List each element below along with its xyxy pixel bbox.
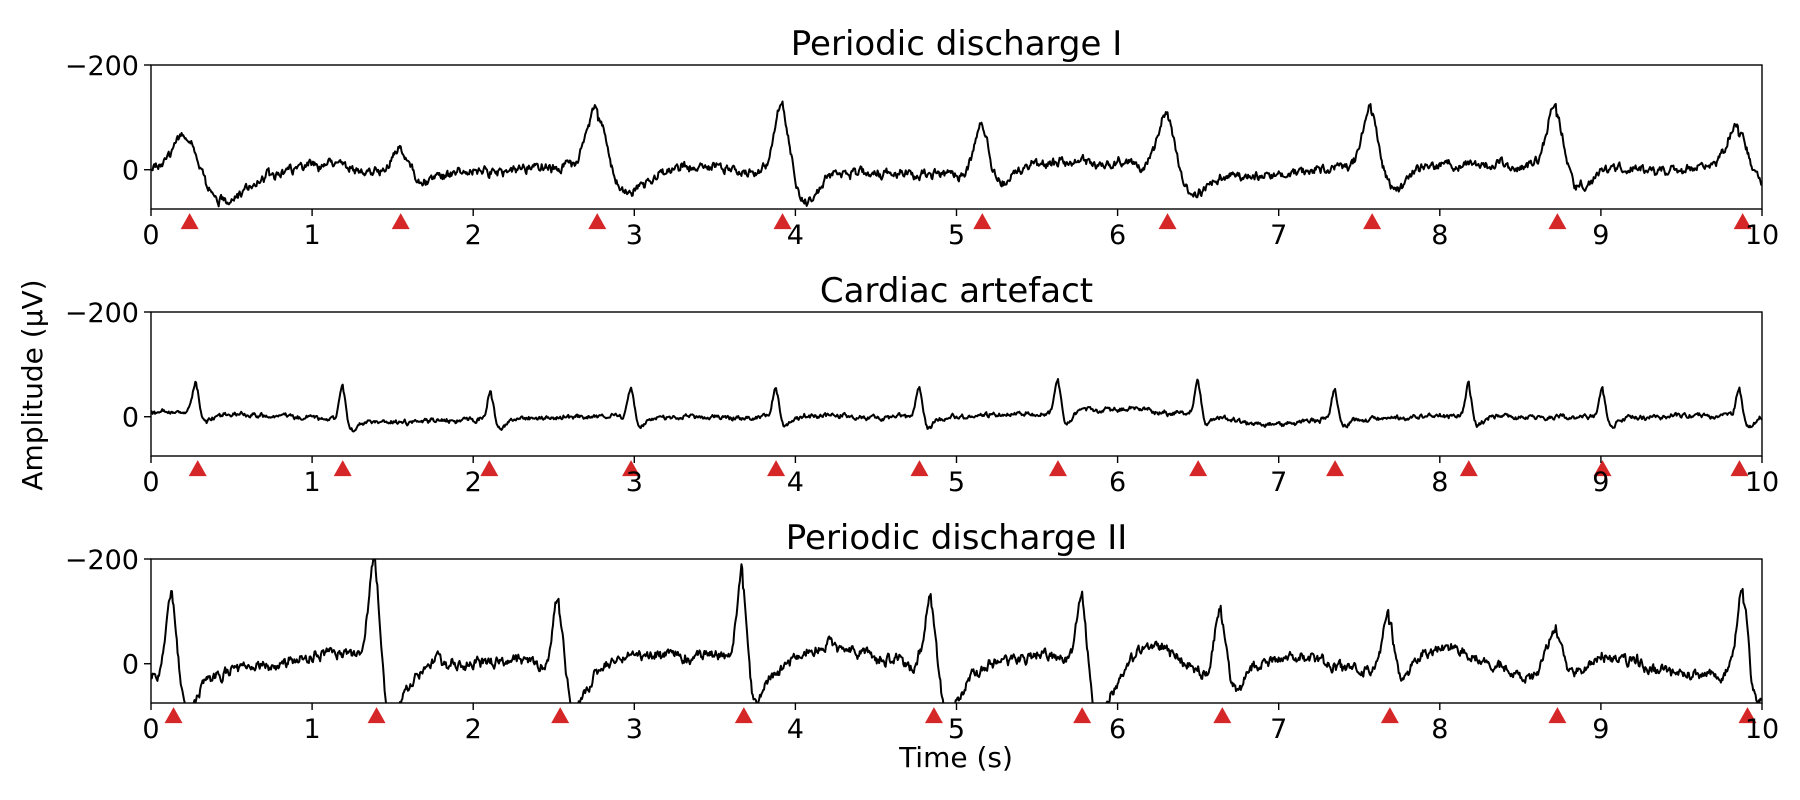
x-tick-label: 5 bbox=[948, 714, 965, 745]
y-tick-label: 0 bbox=[122, 156, 139, 187]
event-marker bbox=[1738, 707, 1757, 724]
event-marker bbox=[1459, 460, 1478, 477]
event-marker bbox=[480, 460, 499, 477]
event-marker bbox=[1189, 460, 1208, 477]
panel-2: Cardiac artefact 0 1 2 3 4 5 6 7 8 9 10 −200 0 bbox=[65, 271, 1779, 498]
event-marker bbox=[910, 460, 929, 477]
event-marker bbox=[734, 707, 753, 724]
event-marker bbox=[367, 707, 386, 724]
x-tick-label: 9 bbox=[1592, 220, 1609, 251]
x-tick-label: 6 bbox=[1109, 714, 1126, 745]
event-marker bbox=[622, 460, 641, 477]
x-tick-label: 2 bbox=[465, 467, 482, 498]
event-marker bbox=[1213, 707, 1232, 724]
event-marker bbox=[1733, 213, 1752, 230]
event-marker bbox=[773, 213, 792, 230]
x-tick-label: 3 bbox=[626, 220, 643, 251]
panels: Periodic discharge I0 1 2 3 4 5 6 7 8 9 10−2000Car… bbox=[65, 24, 1779, 745]
event-marker bbox=[924, 707, 943, 724]
panel-3: Periodic discharge II 0 1 2 3 4 5 6 7 8 9 10 −200 0 bbox=[65, 518, 1779, 745]
x-tick-label: 6 bbox=[1109, 220, 1126, 251]
x-tick-label: 3 bbox=[626, 714, 643, 745]
event-marker bbox=[1548, 707, 1567, 724]
x-tick-label: 1 bbox=[304, 714, 321, 745]
x-axis-label: Time (s) bbox=[898, 741, 1013, 774]
x-tick-label: 0 bbox=[142, 714, 159, 745]
event-marker bbox=[1073, 707, 1092, 724]
x-tick-label: 4 bbox=[787, 467, 804, 498]
y-tick-label: −200 bbox=[65, 545, 139, 576]
event-marker bbox=[188, 460, 207, 477]
y-tick-label: 0 bbox=[122, 403, 139, 434]
plot-frame bbox=[150, 311, 1763, 457]
x-tick-label: 2 bbox=[465, 714, 482, 745]
panel-title: Periodic discharge II bbox=[786, 518, 1128, 558]
event-marker bbox=[588, 213, 607, 230]
x-tick-label: 9 bbox=[1592, 467, 1609, 498]
y-tick-label: −200 bbox=[65, 298, 139, 329]
event-marker bbox=[1158, 213, 1177, 230]
event-marker bbox=[973, 213, 992, 230]
x-tick-label: 7 bbox=[1270, 220, 1287, 251]
x-tick-label: 2 bbox=[465, 220, 482, 251]
event-marker bbox=[551, 707, 570, 724]
x-tick-label: 8 bbox=[1431, 714, 1448, 745]
event-marker bbox=[1326, 460, 1345, 477]
plot-frame bbox=[150, 64, 1763, 210]
x-tick-label: 9 bbox=[1592, 714, 1609, 745]
panel-1: Periodic discharge I 0 1 2 3 4 5 6 7 8 9 10 −200 0 bbox=[65, 24, 1779, 251]
event-marker bbox=[1548, 213, 1567, 230]
x-tick-label: 7 bbox=[1270, 714, 1287, 745]
x-tick-label: 4 bbox=[787, 220, 804, 251]
x-tick-label: 10 bbox=[1745, 714, 1779, 745]
event-marker bbox=[1730, 460, 1749, 477]
x-tick-label: 1 bbox=[304, 220, 321, 251]
plot-frame bbox=[150, 558, 1763, 704]
x-tick-label: 0 bbox=[142, 220, 159, 251]
x-tick-label: 5 bbox=[948, 467, 965, 498]
panel-title: Periodic discharge I bbox=[791, 24, 1123, 64]
x-tick-label: 0 bbox=[142, 467, 159, 498]
signal-trace bbox=[151, 378, 1762, 433]
event-marker bbox=[164, 707, 183, 724]
event-marker bbox=[333, 460, 352, 477]
x-tick-label: 1 bbox=[304, 467, 321, 498]
x-tick-label: 10 bbox=[1745, 467, 1779, 498]
event-marker bbox=[1363, 213, 1382, 230]
signal-trace bbox=[151, 100, 1762, 208]
x-tick-label: 7 bbox=[1270, 467, 1287, 498]
event-marker bbox=[1048, 460, 1067, 477]
event-marker bbox=[180, 213, 199, 230]
x-tick-label: 5 bbox=[948, 220, 965, 251]
event-marker bbox=[767, 460, 786, 477]
event-marker bbox=[391, 213, 410, 230]
x-tick-label: 8 bbox=[1431, 467, 1448, 498]
y-axis-label: Amplitude (µV) bbox=[16, 279, 49, 490]
event-marker bbox=[1593, 460, 1612, 477]
signal-trace bbox=[151, 559, 1762, 703]
x-tick-label: 10 bbox=[1745, 220, 1779, 251]
x-tick-label: 8 bbox=[1431, 220, 1448, 251]
y-tick-label: 0 bbox=[122, 650, 139, 681]
event-marker bbox=[1380, 707, 1399, 724]
y-tick-label: −200 bbox=[65, 51, 139, 82]
x-tick-label: 6 bbox=[1109, 467, 1126, 498]
panel-title: Cardiac artefact bbox=[820, 271, 1093, 311]
x-tick-label: 3 bbox=[626, 467, 643, 498]
x-tick-label: 4 bbox=[787, 714, 804, 745]
